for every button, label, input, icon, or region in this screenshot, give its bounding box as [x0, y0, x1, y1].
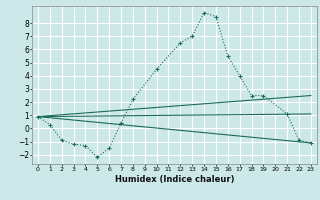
- X-axis label: Humidex (Indice chaleur): Humidex (Indice chaleur): [115, 175, 234, 184]
